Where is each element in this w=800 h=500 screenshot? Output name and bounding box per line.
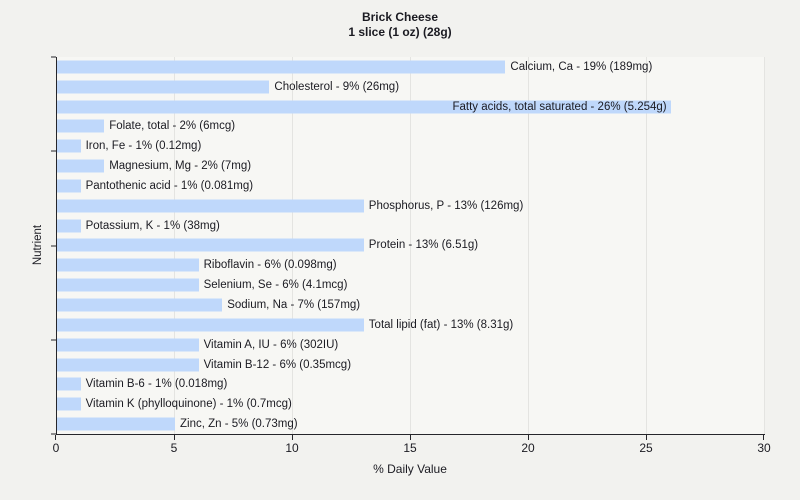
bar-row: Zinc, Zn - 5% (0.73mg) [57,414,765,434]
bar [57,119,105,133]
bar [57,258,199,272]
bar-row: Potassium, K - 1% (38mg) [57,216,765,236]
x-tick-label: 25 [639,441,653,455]
chart-header: Brick Cheese 1 slice (1 oz) (28g) [0,10,800,40]
bar [57,179,81,193]
bar-row: Sodium, Na - 7% (157mg) [57,295,765,315]
bar-row: Selenium, Se - 6% (4.1mcg) [57,275,765,295]
x-tick [410,435,411,440]
bar [57,338,199,352]
bar-row: Vitamin B-6 - 1% (0.018mg) [57,374,765,394]
bar-row: Iron, Fe - 1% (0.12mg) [57,136,765,156]
plot-area: Calcium, Ca - 19% (189mg) Cholesterol - 9… [56,57,765,435]
y-axis-ticks [51,56,56,435]
x-axis-label: % Daily Value [373,462,447,476]
y-tick [51,245,56,246]
gridline [527,57,529,434]
y-axis-label: Nutrient [32,224,44,266]
x-tick-label: 20 [521,441,535,455]
x-tick [173,435,175,440]
bar-label: Calcium, Ca - 19% (189mg) [510,60,653,73]
chart-title: Brick Cheese [361,10,439,24]
bar [57,298,223,312]
chart-subtitle: 1 slice (1 oz) (28g) [348,25,452,39]
y-tick [51,433,56,435]
bar [57,238,364,252]
bar-label: Potassium, K - 1% (38mg) [85,219,220,232]
bar [57,397,81,411]
bar-label: Iron, Fe - 1% (0.12mg) [85,140,202,153]
bar-label: Vitamin B-12 - 6% (0.35mcg) [203,358,352,371]
bar-label: Vitamin A, IU - 6% (302IU) [203,338,339,351]
y-tick [51,56,56,58]
bar-row: Riboflavin - 6% (0.098mg) [57,255,765,275]
x-tick-label: 10 [285,441,299,455]
bar-row: Vitamin A, IU - 6% (302IU) [57,335,765,355]
bar-label: Vitamin K (phylloquinone) - 1% (0.7mcg) [85,398,292,411]
bar-label: Vitamin B-6 - 1% (0.018mg) [85,378,228,391]
bar [57,139,81,153]
gridline [410,57,411,434]
bar-label: Magnesium, Mg - 2% (7mg) [109,160,252,173]
bar-label: Protein - 13% (6.51g) [368,239,479,252]
x-tick [646,435,647,440]
x-tick-label: 0 [52,441,60,455]
bar [57,80,270,94]
y-tick [51,339,56,341]
bar-row: Folate, total - 2% (6mcg) [57,117,765,137]
bar-row: Magnesium, Mg - 2% (7mg) [57,156,765,176]
bar [57,60,506,74]
bar-label: Cholesterol - 9% (26mg) [274,80,400,93]
bar-label: Sodium, Na - 7% (157mg) [227,299,361,311]
bar-label: Folate, total - 2% (6mcg) [109,120,236,133]
bar-row: Cholesterol - 9% (26mg) [57,77,765,97]
bar-label: Selenium, Se - 6% (4.1mcg) [203,279,348,292]
gridline [764,57,765,434]
bar [57,219,81,233]
x-axis-tick-labels: 0 5 10 15 20 25 30 [52,441,771,455]
bar-label: Total lipid (fat) - 13% (8.31g) [368,318,514,331]
x-tick-label: 5 [170,441,178,455]
bar [57,278,199,292]
x-tick-label: 15 [403,441,417,455]
bar-row: Calcium, Ca - 19% (189mg) [57,57,765,77]
bar [57,199,364,213]
x-tick [291,435,293,440]
x-tick [763,435,764,440]
bar-label: Fatty acids, total saturated - 26% (5.25… [452,100,667,113]
x-tick-label: 30 [757,441,771,455]
bar [57,100,671,114]
bar-label: Phosphorus, P - 13% (126mg) [368,199,524,212]
bar [57,377,81,391]
x-tick [527,435,529,440]
bar-label: Pantothenic acid - 1% (0.081mg) [85,179,254,192]
x-tick [55,435,56,440]
y-tick [51,150,56,152]
bar-row: Total lipid (fat) - 13% (8.31g) [57,315,765,335]
bar-row: Vitamin B-12 - 6% (0.35mcg) [57,355,765,375]
bar [57,417,175,431]
bar-label: Zinc, Zn - 5% (0.73mg) [180,418,298,431]
bar-label: Riboflavin - 6% (0.098mg) [203,259,337,272]
x-axis-ticks [55,435,764,440]
bar-row: Protein - 13% (6.51g) [57,236,765,256]
bar [57,159,105,173]
bar-row: Fatty acids, total saturated - 26% (5.25… [57,97,765,117]
bar-row: Pantothenic acid - 1% (0.081mg) [57,176,765,196]
bar-row: Phosphorus, P - 13% (126mg) [57,196,765,216]
bar-row: Vitamin K (phylloquinone) - 1% (0.7mcg) [57,394,765,414]
bar [57,318,364,332]
bar [57,358,199,372]
gridline [646,57,647,434]
